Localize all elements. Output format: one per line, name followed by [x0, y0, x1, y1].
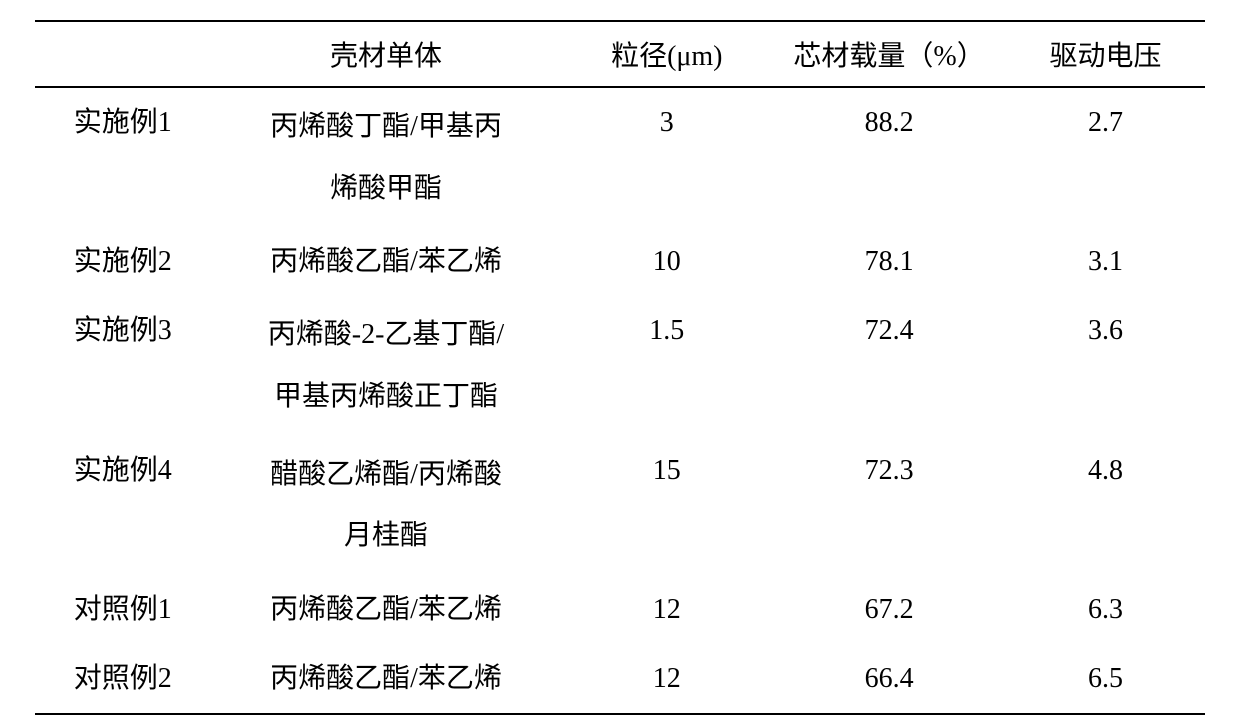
header-core-loading: 芯材载量（%）: [772, 21, 1006, 87]
row-label: 实施例4: [35, 436, 211, 575]
cell-driving-voltage: 3.6: [1006, 296, 1205, 435]
monomer-line1: 丙烯酸-2-乙基丁酯/: [268, 319, 504, 350]
cell-core-loading: 66.4: [772, 644, 1006, 714]
header-particle-size: 粒径(μm): [562, 21, 773, 87]
cell-driving-voltage: 6.5: [1006, 644, 1205, 714]
cell-core-loading: 72.4: [772, 296, 1006, 435]
table-row: 实施例4 醋酸乙烯酯/丙烯酸 月桂酯 15 72.3 4.8: [35, 436, 1205, 575]
data-table: 壳材单体 粒径(μm) 芯材载量（%） 驱动电压 实施例1 丙烯酸丁酯/甲基丙 …: [35, 20, 1205, 715]
row-label: 对照例1: [35, 575, 211, 644]
monomer-line1: 醋酸乙烯酯/丙烯酸: [270, 459, 502, 490]
header-shell-monomer: 壳材单体: [211, 21, 562, 87]
monomer-line2: 甲基丙烯酸正丁酯: [274, 381, 498, 412]
table-row: 实施例1 丙烯酸丁酯/甲基丙 烯酸甲酯 3 88.2 2.7: [35, 87, 1205, 227]
cell-core-loading: 88.2: [772, 87, 1006, 227]
table-header-row: 壳材单体 粒径(μm) 芯材载量（%） 驱动电压: [35, 21, 1205, 87]
cell-core-loading: 78.1: [772, 227, 1006, 296]
cell-shell-monomer: 丙烯酸乙酯/苯乙烯: [211, 644, 562, 714]
cell-driving-voltage: 4.8: [1006, 436, 1205, 575]
header-driving-voltage: 驱动电压: [1006, 21, 1205, 87]
cell-particle-size: 1.5: [562, 296, 773, 435]
cell-core-loading: 72.3: [772, 436, 1006, 575]
cell-particle-size: 15: [562, 436, 773, 575]
row-label: 实施例1: [35, 87, 211, 227]
cell-particle-size: 3: [562, 87, 773, 227]
table-row: 对照例2 丙烯酸乙酯/苯乙烯 12 66.4 6.5: [35, 644, 1205, 714]
cell-driving-voltage: 2.7: [1006, 87, 1205, 227]
table-row: 实施例2 丙烯酸乙酯/苯乙烯 10 78.1 3.1: [35, 227, 1205, 296]
row-label: 实施例2: [35, 227, 211, 296]
header-empty: [35, 21, 211, 87]
cell-shell-monomer: 丙烯酸丁酯/甲基丙 烯酸甲酯: [211, 87, 562, 227]
monomer-line2: 烯酸甲酯: [330, 173, 442, 204]
row-label: 对照例2: [35, 644, 211, 714]
row-label: 实施例3: [35, 296, 211, 435]
cell-core-loading: 67.2: [772, 575, 1006, 644]
monomer-line2: 月桂酯: [344, 520, 428, 551]
cell-driving-voltage: 6.3: [1006, 575, 1205, 644]
cell-shell-monomer: 丙烯酸-2-乙基丁酯/ 甲基丙烯酸正丁酯: [211, 296, 562, 435]
table-row: 实施例3 丙烯酸-2-乙基丁酯/ 甲基丙烯酸正丁酯 1.5 72.4 3.6: [35, 296, 1205, 435]
cell-shell-monomer: 醋酸乙烯酯/丙烯酸 月桂酯: [211, 436, 562, 575]
cell-shell-monomer: 丙烯酸乙酯/苯乙烯: [211, 227, 562, 296]
cell-shell-monomer: 丙烯酸乙酯/苯乙烯: [211, 575, 562, 644]
cell-particle-size: 12: [562, 575, 773, 644]
table-row: 对照例1 丙烯酸乙酯/苯乙烯 12 67.2 6.3: [35, 575, 1205, 644]
monomer-line1: 丙烯酸丁酯/甲基丙: [270, 111, 502, 142]
cell-particle-size: 12: [562, 644, 773, 714]
cell-particle-size: 10: [562, 227, 773, 296]
cell-driving-voltage: 3.1: [1006, 227, 1205, 296]
